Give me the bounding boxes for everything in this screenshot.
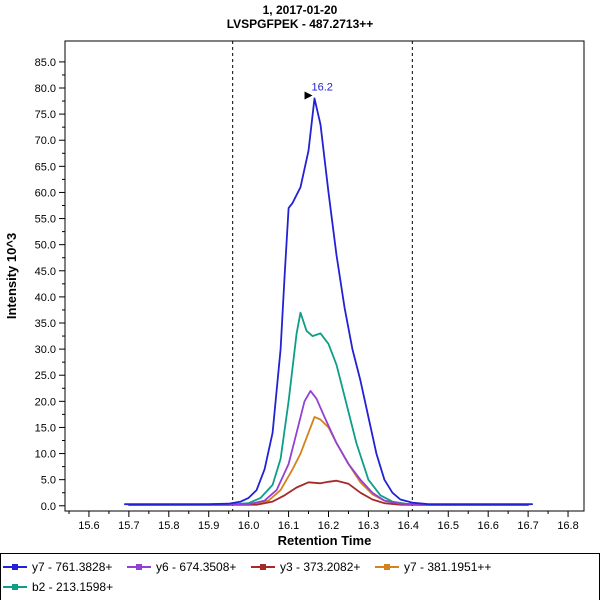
y-tick-label: 15.0	[35, 422, 56, 434]
y-tick-label: 55.0	[35, 214, 56, 226]
y-tick-label: 60.0	[35, 187, 56, 199]
legend-item: y7 - 381.1951++	[375, 557, 499, 577]
peak-arrow-icon	[304, 91, 313, 100]
legend-label: y7 - 761.3828+	[32, 560, 113, 574]
legend-marker-icon	[3, 583, 27, 591]
x-tick-label: 16.8	[557, 520, 578, 532]
y-tick-label: 40.0	[35, 292, 56, 304]
series-y3-373-2082	[128, 479, 529, 506]
series-y6-674-3508	[128, 390, 529, 506]
y-axis-label: Intensity 10^3	[4, 233, 19, 319]
plot-area	[64, 40, 585, 512]
x-tick-label: 16.2	[318, 520, 339, 532]
chart-subtitle: LVSPGFPEK - 487.2713++	[226, 17, 374, 31]
peak-rt-label: 16.2	[312, 81, 333, 93]
legend-marker-icon	[251, 563, 275, 571]
x-axis-label: Retention Time	[278, 533, 372, 548]
legend-marker-icon	[3, 563, 27, 571]
legend-marker-icon	[127, 563, 151, 571]
legend-item: b2 - 213.1598+	[3, 577, 127, 597]
series-b2-213-1598	[128, 311, 529, 506]
y-tick-label: 0.0	[41, 501, 56, 513]
legend: y7 - 761.3828+ y6 - 674.3508+ y3 - 373.208…	[0, 553, 600, 600]
y-tick-label: 25.0	[35, 370, 56, 382]
legend-item: y6 - 674.3508+	[127, 557, 251, 577]
x-tick-label: 15.8	[158, 520, 179, 532]
x-tick-label: 15.6	[78, 520, 99, 532]
x-tick-label: 15.7	[118, 520, 139, 532]
x-tick-label: 16.0	[238, 520, 259, 532]
x-tick-label: 16.6	[477, 520, 498, 532]
y-tick-label: 45.0	[35, 266, 56, 278]
y-tick-label: 80.0	[35, 83, 56, 95]
legend-label: y3 - 373.2082+	[280, 560, 361, 574]
chart-title: 1, 2017-01-20	[262, 3, 338, 17]
y-tick-label: 70.0	[35, 135, 56, 147]
x-tick-label: 16.5	[438, 520, 459, 532]
legend-label: y7 - 381.1951++	[404, 560, 492, 574]
x-tick-label: 16.3	[358, 520, 379, 532]
series-y7-761-3828	[124, 97, 533, 506]
legend-item: y3 - 373.2082+	[251, 557, 375, 577]
x-tick-label: 16.7	[517, 520, 538, 532]
legend-item: y7 - 761.3828+	[3, 557, 127, 577]
y-tick-label: 35.0	[35, 318, 56, 330]
y-tick-label: 65.0	[35, 161, 56, 173]
legend-marker-icon	[375, 563, 399, 571]
y-tick-label: 75.0	[35, 109, 56, 121]
legend-label: b2 - 213.1598+	[32, 580, 114, 594]
x-tick-label: 16.4	[398, 520, 419, 532]
chromatogram-plot[interactable]: 15.6 15.7 15.8 15.9 16.0 16.1 16.2 16.3 16.4 16.5…	[0, 33, 600, 553]
x-tick-label: 15.9	[198, 520, 219, 532]
legend-label: y6 - 674.3508+	[156, 560, 237, 574]
x-tick-label: 16.1	[278, 520, 299, 532]
y-tick-label: 50.0	[35, 240, 56, 252]
y-tick-label: 10.0	[35, 449, 56, 461]
chart-titles: 1, 2017-01-20 LVSPGFPEK - 487.2713++	[0, 0, 600, 33]
y-tick-label: 20.0	[35, 396, 56, 408]
y-tick-label: 30.0	[35, 344, 56, 356]
y-tick-label: 85.0	[35, 57, 56, 69]
y-tick-label: 5.0	[41, 475, 56, 487]
